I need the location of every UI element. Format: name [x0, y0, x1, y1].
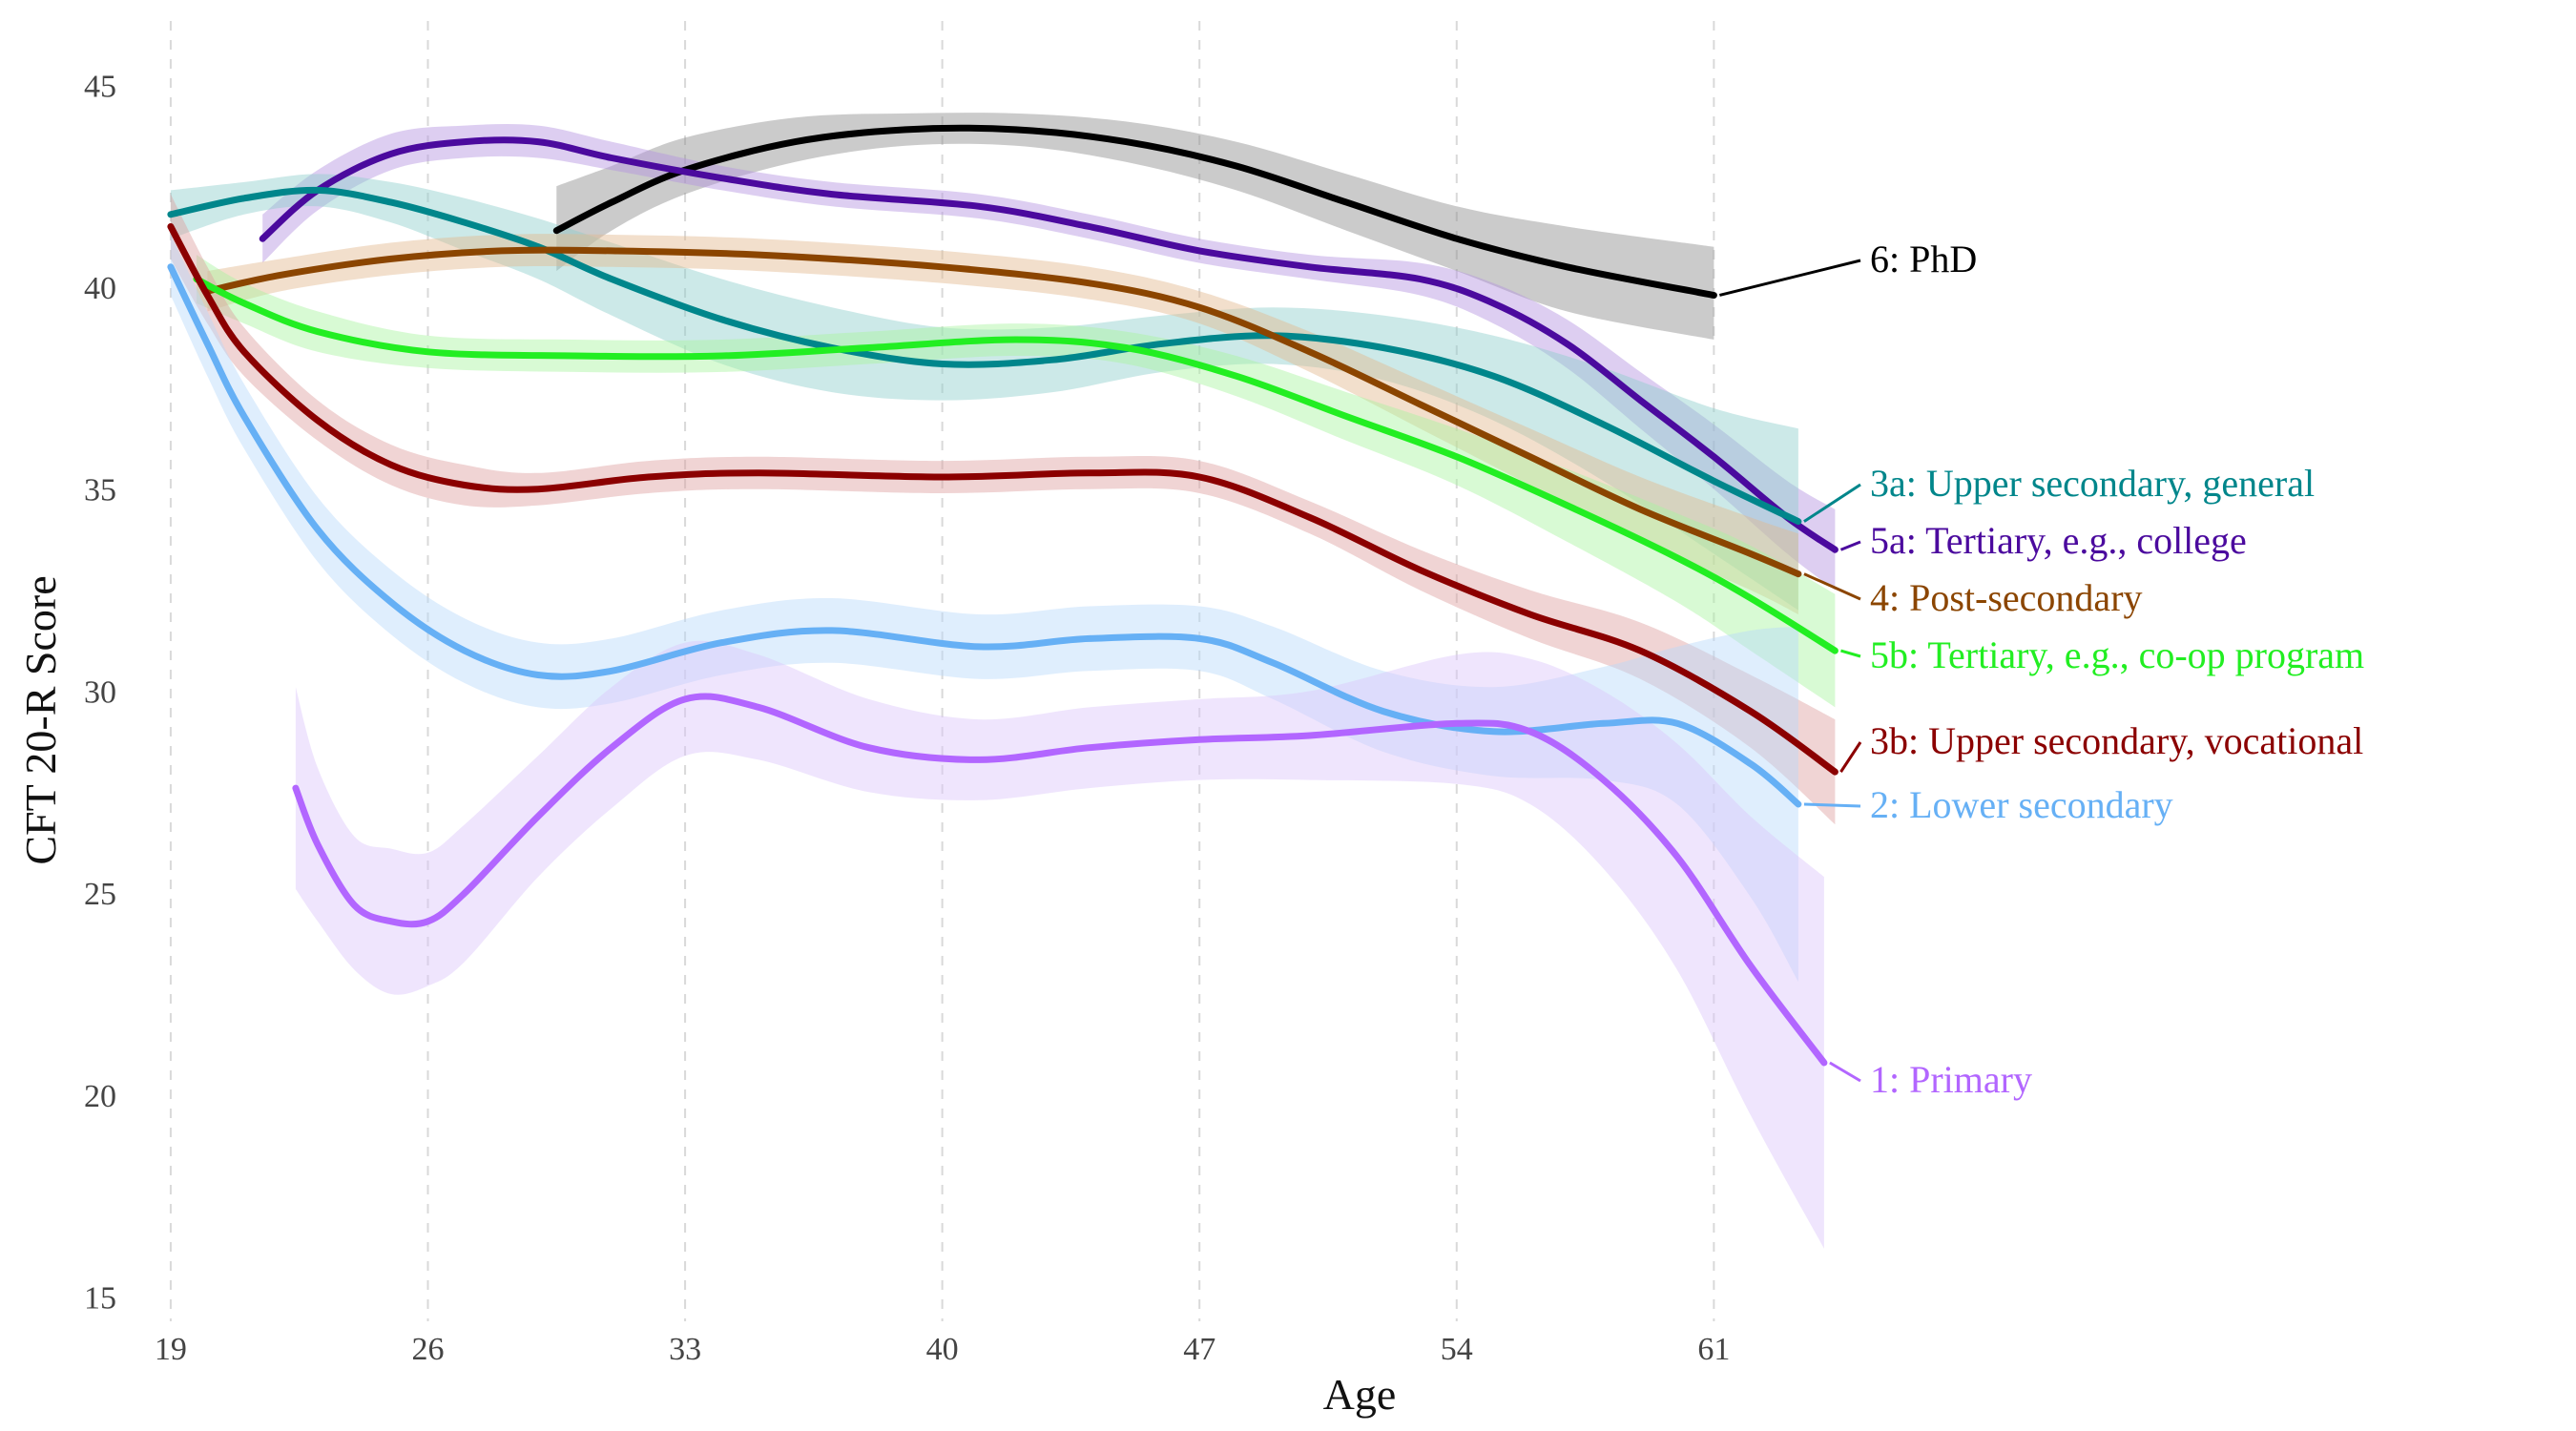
label-leaders	[1719, 259, 1862, 1083]
confidence-band	[170, 174, 1798, 611]
x-tick-label: 26	[411, 1332, 444, 1367]
y-tick-labels: 15 20 25 30 35 40 45	[84, 69, 116, 1316]
label-leader	[1840, 649, 1861, 658]
confidence-band	[295, 640, 1824, 1249]
series-label: 3b: Upper secondary, vocational	[1870, 719, 2363, 762]
series-line	[292, 693, 1828, 1067]
label-leader	[1719, 259, 1861, 297]
label-leader	[1839, 741, 1862, 773]
x-tick-label: 33	[669, 1332, 701, 1367]
y-tick-label: 25	[84, 877, 116, 912]
x-tick-label: 40	[926, 1332, 959, 1367]
series-line	[259, 136, 1839, 553]
y-tick-label: 40	[84, 271, 116, 306]
x-tick-label: 19	[155, 1332, 187, 1367]
y-tick-label: 30	[84, 674, 116, 710]
series-label: 6: PhD	[1870, 238, 1977, 280]
label-leader	[1803, 483, 1861, 523]
series-label: 1: Primary	[1870, 1058, 2032, 1101]
series-line	[167, 263, 1802, 808]
confidence-band	[556, 113, 1714, 340]
series-line	[203, 246, 1802, 578]
label-leader	[1839, 540, 1861, 551]
series-label: 3a: Upper secondary, general	[1870, 462, 2315, 505]
label-leader	[1803, 802, 1861, 808]
series-line	[167, 223, 1839, 776]
x-tick-labels: 19 26 33 40 47 54 61	[155, 1332, 1730, 1367]
x-tick-label: 61	[1697, 1332, 1730, 1367]
y-tick-label: 45	[84, 69, 116, 104]
series-label: 5a: Tertiary, e.g., college	[1870, 519, 2247, 562]
y-tick-label: 15	[84, 1281, 116, 1317]
series-lines	[167, 124, 1839, 1067]
confidence-band	[207, 234, 1798, 615]
x-axis-title: Age	[1323, 1370, 1397, 1419]
y-tick-label: 20	[84, 1079, 116, 1114]
x-tick-label: 54	[1441, 1332, 1473, 1367]
gridlines	[169, 21, 1715, 1321]
x-tick-label: 47	[1183, 1332, 1215, 1367]
series-labels: 6: PhD 5a: Tertiary, e.g., college 3a: Upp…	[1870, 238, 2364, 1101]
confidence-bands	[170, 113, 1836, 1249]
series-label: 2: Lower secondary	[1870, 783, 2173, 826]
y-tick-label: 35	[84, 473, 116, 508]
y-axis-title: CFT 20-R Score	[16, 575, 65, 864]
label-leader	[1829, 1061, 1861, 1083]
series-label: 4: Post-secondary	[1870, 576, 2143, 619]
confidence-band	[196, 255, 1836, 708]
label-leader	[1803, 572, 1861, 601]
series-line	[193, 276, 1839, 654]
series-label: 5b: Tertiary, e.g., co-op program	[1870, 633, 2364, 676]
series-line	[167, 186, 1802, 526]
